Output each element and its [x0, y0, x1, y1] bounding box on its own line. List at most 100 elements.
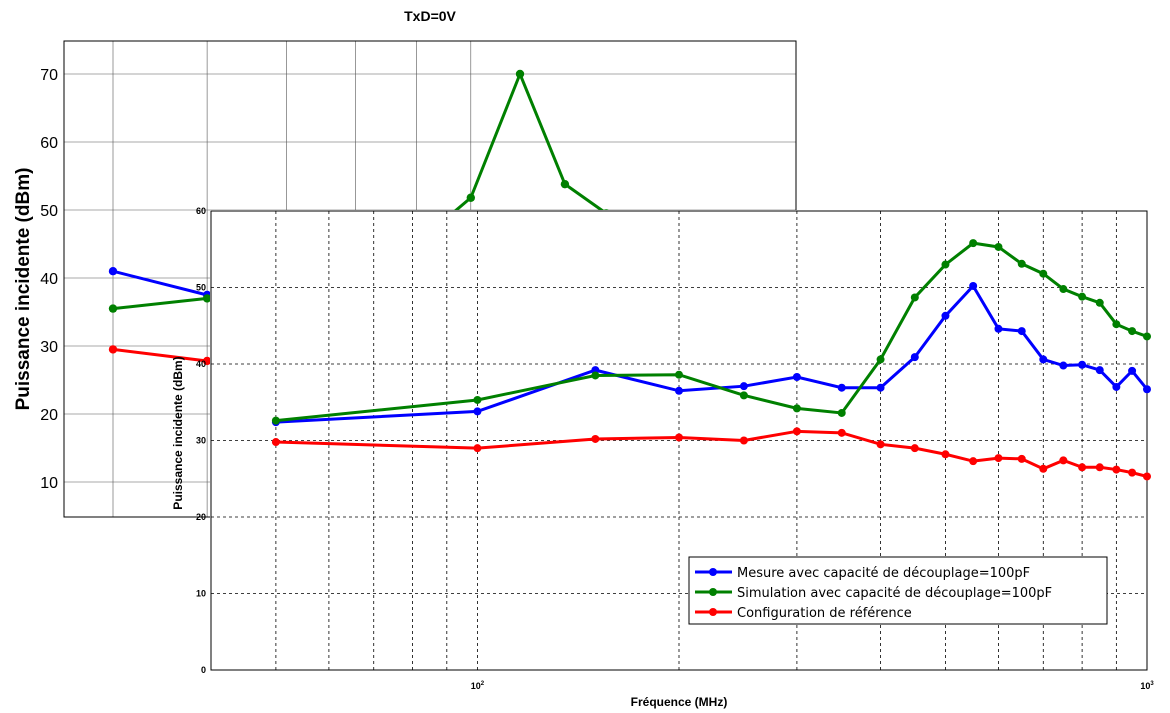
main-chart: 0 10 20 30 40 50 60 102 103 Fréquence (MHz) Pui… — [171, 206, 1168, 713]
background-data-point — [108, 345, 118, 354]
background-y-tick-label: 10 — [40, 475, 58, 492]
data-point — [1017, 327, 1026, 336]
data-point — [1095, 463, 1104, 472]
main-y-tick-label: 20 — [196, 512, 206, 522]
main-series — [271, 239, 1151, 481]
background-y-axis-label: Puissance incidente (dBm) — [13, 168, 34, 411]
main-y-tick-label: 10 — [196, 589, 206, 599]
data-point — [910, 353, 919, 362]
data-point — [1095, 366, 1104, 375]
data-point — [1128, 366, 1137, 375]
data-point — [675, 370, 683, 379]
data-point — [1143, 332, 1151, 341]
main-chart-panel — [210, 210, 1168, 713]
data-point — [473, 444, 482, 453]
legend-label: Simulation avec capacité de découplage=1… — [737, 586, 1052, 601]
data-point — [1017, 259, 1026, 268]
data-point — [969, 281, 978, 290]
main-y-tick-label: 30 — [196, 436, 206, 446]
main-y-ticks: 0 10 20 30 40 50 60 — [196, 206, 206, 675]
main-y-tick-label: 0 — [201, 665, 206, 675]
data-point — [792, 427, 801, 436]
legend-box — [688, 556, 1108, 625]
main-x-tick-label: 103 — [1140, 681, 1154, 691]
data-point — [876, 383, 885, 392]
data-point — [941, 311, 950, 320]
legend: Mesure avec capacité de découplage=100pF… — [688, 556, 1108, 625]
legend-swatch-marker — [709, 588, 717, 596]
main-plot-frame — [210, 210, 1148, 671]
data-point — [994, 454, 1003, 463]
data-point — [792, 373, 801, 382]
background-y-tick-label: 70 — [40, 67, 58, 84]
background-y-tick-label: 20 — [40, 407, 58, 424]
data-point — [837, 383, 846, 392]
data-point — [876, 355, 885, 364]
data-point — [941, 260, 950, 269]
data-point — [271, 416, 280, 425]
background-data-point — [202, 356, 212, 366]
background-series-line — [112, 347, 208, 363]
main-x-tick-label: 102 — [471, 681, 485, 691]
data-point — [1059, 456, 1068, 465]
data-point — [1112, 382, 1121, 391]
data-point — [910, 444, 919, 453]
data-point — [1128, 327, 1137, 336]
data-point — [591, 371, 600, 380]
background-y-tick-label: 30 — [40, 339, 58, 356]
data-point — [675, 433, 683, 442]
data-point — [994, 242, 1003, 251]
data-point — [1039, 269, 1048, 278]
background-chart-title: TxD=0V — [404, 8, 456, 24]
background-y-tick-label: 60 — [40, 135, 58, 152]
background-y-tick-label: 50 — [40, 203, 58, 220]
legend-label: Configuration de référence — [737, 606, 912, 621]
data-point — [1112, 465, 1121, 474]
background-series-line — [112, 296, 208, 311]
data-point — [739, 382, 748, 391]
data-point — [910, 293, 919, 302]
data-point — [792, 404, 801, 413]
data-point — [1017, 454, 1026, 463]
data-point — [271, 438, 280, 447]
data-point — [1078, 463, 1087, 472]
data-point — [1039, 355, 1048, 364]
background-data-point — [108, 304, 118, 313]
background-data-point — [560, 179, 570, 189]
data-point — [837, 428, 846, 437]
background-y-ticks: 10 20 30 40 50 60 70 — [40, 67, 58, 492]
main-x-ticks: 102 103 — [471, 681, 1155, 691]
main-y-tick-label: 60 — [196, 206, 206, 216]
data-point — [1112, 320, 1121, 329]
legend-swatch-marker — [709, 568, 717, 576]
data-point — [473, 407, 482, 416]
data-point — [1128, 468, 1137, 477]
data-point — [1095, 298, 1104, 307]
data-point — [675, 386, 683, 395]
data-point — [1143, 472, 1151, 481]
background-data-point — [466, 193, 476, 202]
data-point — [1143, 385, 1151, 394]
data-point — [1059, 361, 1068, 370]
data-point — [473, 395, 482, 404]
data-point — [969, 457, 978, 466]
data-point — [739, 391, 748, 400]
data-point — [876, 440, 885, 449]
data-point — [969, 239, 978, 248]
data-point — [739, 436, 748, 445]
data-point — [941, 450, 950, 459]
background-data-point — [108, 267, 118, 276]
data-point — [994, 324, 1003, 333]
background-data-point — [515, 69, 525, 79]
legend-label: Mesure avec capacité de découplage=100pF — [737, 566, 1030, 581]
legend-items: Mesure avec capacité de découplage=100pF… — [695, 566, 1052, 621]
background-y-tick-label: 40 — [40, 271, 58, 288]
main-y-tick-label: 40 — [196, 359, 206, 369]
main-x-axis-label: Fréquence (MHz) — [631, 695, 728, 709]
data-point — [1039, 464, 1048, 473]
main-y-axis-label: Puissance incidente (dBm) — [171, 356, 185, 509]
data-point — [591, 434, 600, 443]
legend-swatch-marker — [709, 608, 717, 616]
background-series-line — [112, 269, 208, 297]
